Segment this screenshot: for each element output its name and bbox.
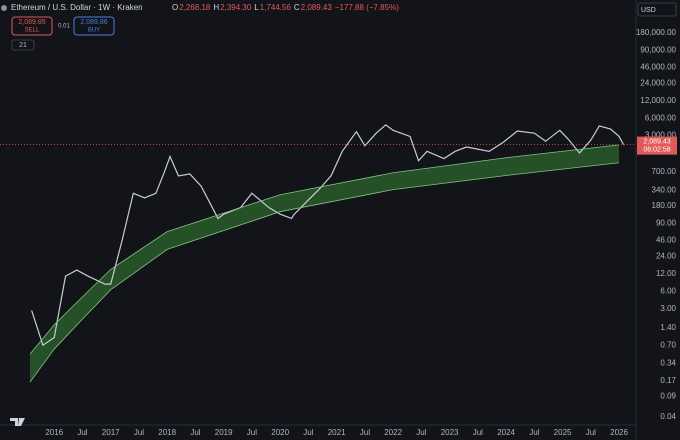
ohlc-key: O: [172, 3, 178, 12]
y-tick-label: 24,000.00: [640, 79, 676, 88]
indicators-count: 21: [19, 42, 27, 49]
logo: [10, 418, 25, 426]
sell-button[interactable]: [11, 16, 53, 36]
ohlc-key: H: [213, 3, 219, 12]
ohlc-value: 1,744.56: [260, 3, 292, 12]
ohlc-value: 2,268.18: [179, 3, 211, 12]
y-tick-label: 6,000.00: [645, 113, 677, 122]
sell-label: SELL: [25, 28, 40, 34]
y-tick-label: 180,000.00: [636, 28, 677, 37]
symbol-title: Ethereum / U.S. Dollar · 1W · Kraken: [11, 3, 143, 12]
x-tick-label: Jul: [360, 428, 370, 437]
x-tick-label: Jul: [190, 428, 200, 437]
ohlc-key: C: [294, 3, 300, 12]
price-line: [31, 124, 625, 347]
indicators-toggle[interactable]: [11, 39, 35, 51]
y-tick-label: 180.00: [652, 201, 677, 210]
ohlc-value: 2,394.30: [220, 3, 252, 12]
y-tick-label: 12,000.00: [640, 96, 676, 105]
y-tick-label: 700.00: [652, 167, 677, 176]
x-tick-label: Jul: [529, 428, 539, 437]
y-tick-label: 0.04: [660, 412, 676, 421]
ohlc-key: L: [254, 3, 259, 12]
band-fill: [29, 144, 620, 383]
y-tick-label: 46,000.00: [640, 62, 676, 71]
currency-selector[interactable]: [637, 2, 677, 17]
buy-button[interactable]: [73, 16, 115, 36]
x-tick-label: Jul: [473, 428, 483, 437]
plot-area: [0, 124, 636, 383]
x-tick-label: Jul: [303, 428, 313, 437]
x-tick-label: 2017: [102, 428, 120, 437]
y-tick-label: 90.00: [656, 219, 677, 228]
x-tick-label: 2022: [384, 428, 402, 437]
x-tick-label: Jul: [134, 428, 144, 437]
x-tick-label: Jul: [77, 428, 87, 437]
buy-price: 2,089.86: [80, 19, 107, 26]
y-tick-label: 0.17: [660, 376, 676, 385]
buy-label: BUY: [88, 28, 100, 34]
y-tick-label: 0.70: [660, 340, 676, 349]
x-tick-label: 2019: [215, 428, 233, 437]
y-tick-label: 24.00: [656, 252, 677, 261]
countdown: 06:02:58: [643, 146, 670, 153]
ohlc-value: 2,089.43: [301, 3, 333, 12]
x-tick-label: 2020: [271, 428, 289, 437]
ohlc: O 2,268.18 H 2,394.30 L 1,744.56 C 2,089.43 −177…: [172, 3, 399, 12]
y-tick-label: 3.00: [660, 304, 676, 313]
y-tick-label: 340.00: [652, 185, 677, 194]
change: −177.88 (−7.85%): [335, 3, 399, 12]
band-line: [29, 162, 620, 383]
last-price-label: 2,089.43: [643, 138, 670, 145]
x-tick-label: 2024: [497, 428, 515, 437]
x-tick-label: Jul: [247, 428, 257, 437]
symbol-icon: [1, 5, 7, 11]
y-tick-label: 0.34: [660, 358, 676, 367]
y-tick-label: 46.00: [656, 235, 677, 244]
x-tick-label: Jul: [416, 428, 426, 437]
spread: 0.01: [58, 24, 70, 30]
y-tick-label: 3,000.00: [645, 131, 677, 140]
last-price-tag: [637, 136, 677, 155]
y-tick-label: 12.00: [656, 269, 677, 278]
x-tick-label: 2025: [554, 428, 572, 437]
y-tick-label: 0.09: [660, 392, 676, 401]
x-tick-label: 2018: [158, 428, 176, 437]
y-tick-label: 6.00: [660, 286, 676, 295]
y-tick-label: 90,000.00: [640, 45, 676, 54]
band-line: [29, 144, 620, 355]
x-tick-label: 2023: [441, 428, 459, 437]
y-tick-label: 1.40: [660, 323, 676, 332]
x-tick-label: 2016: [45, 428, 63, 437]
sell-price: 2,089.85: [18, 19, 45, 26]
x-tick-label: 2021: [328, 428, 346, 437]
x-tick-label: 2026: [610, 428, 628, 437]
currency: USD: [641, 7, 656, 14]
x-tick-label: Jul: [586, 428, 596, 437]
